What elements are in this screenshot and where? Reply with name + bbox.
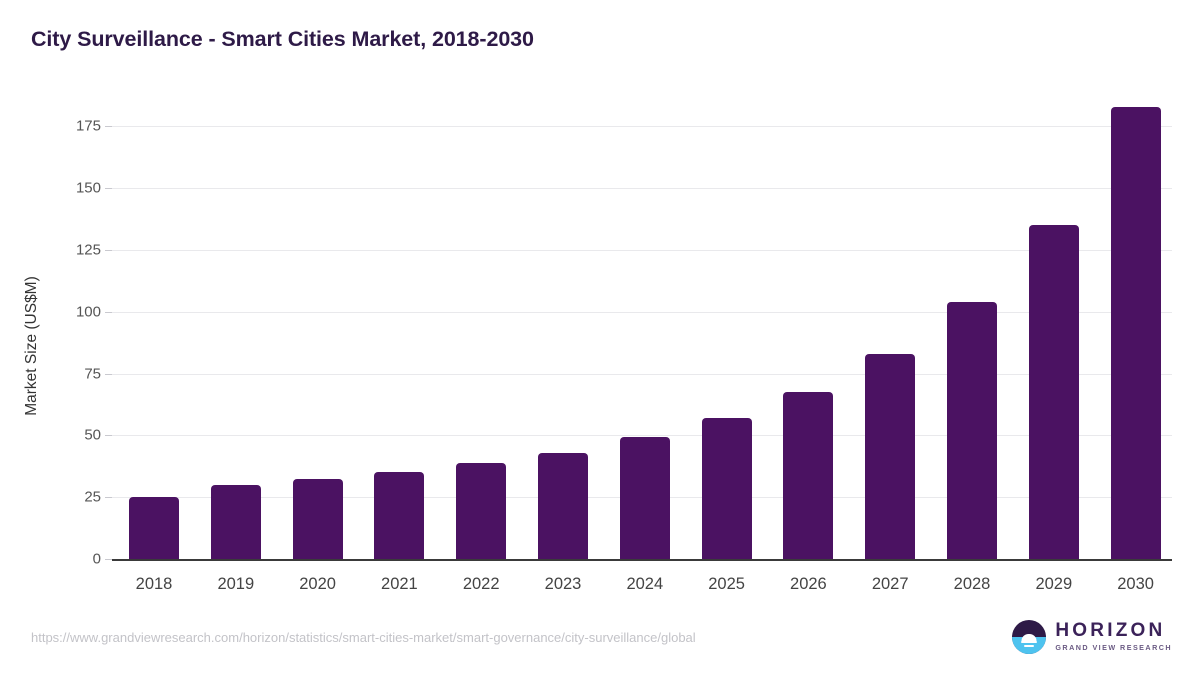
bar-2019[interactable]: [210, 484, 261, 559]
y-tick-label: 75: [84, 365, 101, 383]
x-tick-label-2023: 2023: [544, 575, 582, 593]
bar-2023[interactable]: [538, 452, 588, 559]
plot-area: 0 25 50 75 100 125 150 175 2018 2019 2020 2021 2022…: [76, 100, 1172, 593]
x-tick-label-2019: 2019: [217, 575, 255, 593]
x-tick-label-2026: 2026: [790, 575, 827, 593]
x-axis-line: [112, 559, 1172, 561]
x-tick-label-2020: 2020: [299, 575, 336, 593]
y-tick-label: 150: [75, 179, 101, 197]
bar-2025[interactable]: [701, 418, 752, 559]
y-axis-title: Market Size (US$M): [23, 276, 40, 416]
gridline: [112, 373, 1172, 375]
logo-line-1: [1021, 641, 1038, 643]
bar-2024[interactable]: [619, 436, 670, 559]
y-tick-label: 0: [92, 550, 101, 568]
bar-2021[interactable]: [374, 472, 425, 559]
logo-tagline: GRAND VIEW RESEARCH: [1055, 643, 1172, 653]
y-tick-label: 125: [75, 241, 101, 259]
page-title: City Surveillance - Smart Cities Market,…: [31, 27, 534, 51]
y-tick-mark: [105, 250, 112, 251]
y-tick-mark: [105, 559, 112, 560]
y-tick-mark: [105, 188, 112, 190]
gridline: [112, 188, 1172, 190]
bar-2027[interactable]: [865, 353, 916, 559]
y-tick-label: 25: [84, 488, 101, 506]
logo-line-2: [1024, 645, 1035, 647]
x-tick-label-2024: 2024: [626, 575, 664, 593]
y-tick-mark: [105, 497, 112, 499]
bar-2020[interactable]: [292, 478, 343, 559]
y-tick-label: 100: [75, 303, 101, 321]
x-tick-label-2030: 2030: [1117, 575, 1154, 593]
logo-wordmark: HORIZON: [1055, 620, 1166, 642]
x-tick-label-2018: 2018: [135, 575, 173, 593]
x-tick-label-2029: 2029: [1035, 575, 1073, 593]
horizon-sun-icon: [1012, 620, 1047, 654]
y-tick-label: 50: [84, 426, 101, 444]
logo-sun-shape: [1021, 633, 1037, 642]
x-tick-label-2027: 2027: [871, 575, 909, 593]
horizon-logo[interactable]: HORIZON GRAND VIEW RESEARCH: [1012, 618, 1172, 656]
x-tick-label-2021: 2021: [381, 575, 418, 593]
bar-2029[interactable]: [1028, 225, 1079, 559]
bar-2028[interactable]: [947, 301, 997, 559]
gridline: [112, 250, 1172, 251]
bar-2026[interactable]: [783, 392, 834, 559]
gridline: [112, 311, 1172, 313]
bar-2018[interactable]: [129, 497, 179, 559]
x-tick-label-2028: 2028: [953, 575, 991, 593]
bar-2030[interactable]: [1110, 106, 1161, 559]
gridline: [112, 126, 1172, 128]
bar-2022[interactable]: [456, 462, 507, 559]
x-tick-label-2022: 2022: [462, 575, 500, 593]
gridline: [112, 435, 1172, 437]
y-tick-mark: [105, 311, 112, 313]
y-tick-mark: [105, 435, 112, 437]
x-tick-label-2025: 2025: [708, 575, 745, 593]
logo-text: HORIZON GRAND VIEW RESEARCH: [1055, 621, 1172, 652]
y-tick-mark: [105, 373, 112, 375]
source-url[interactable]: https://www.grandviewresearch.com/horizo…: [31, 630, 696, 645]
y-tick-mark: [105, 126, 112, 128]
y-tick-label: 175: [75, 117, 101, 135]
